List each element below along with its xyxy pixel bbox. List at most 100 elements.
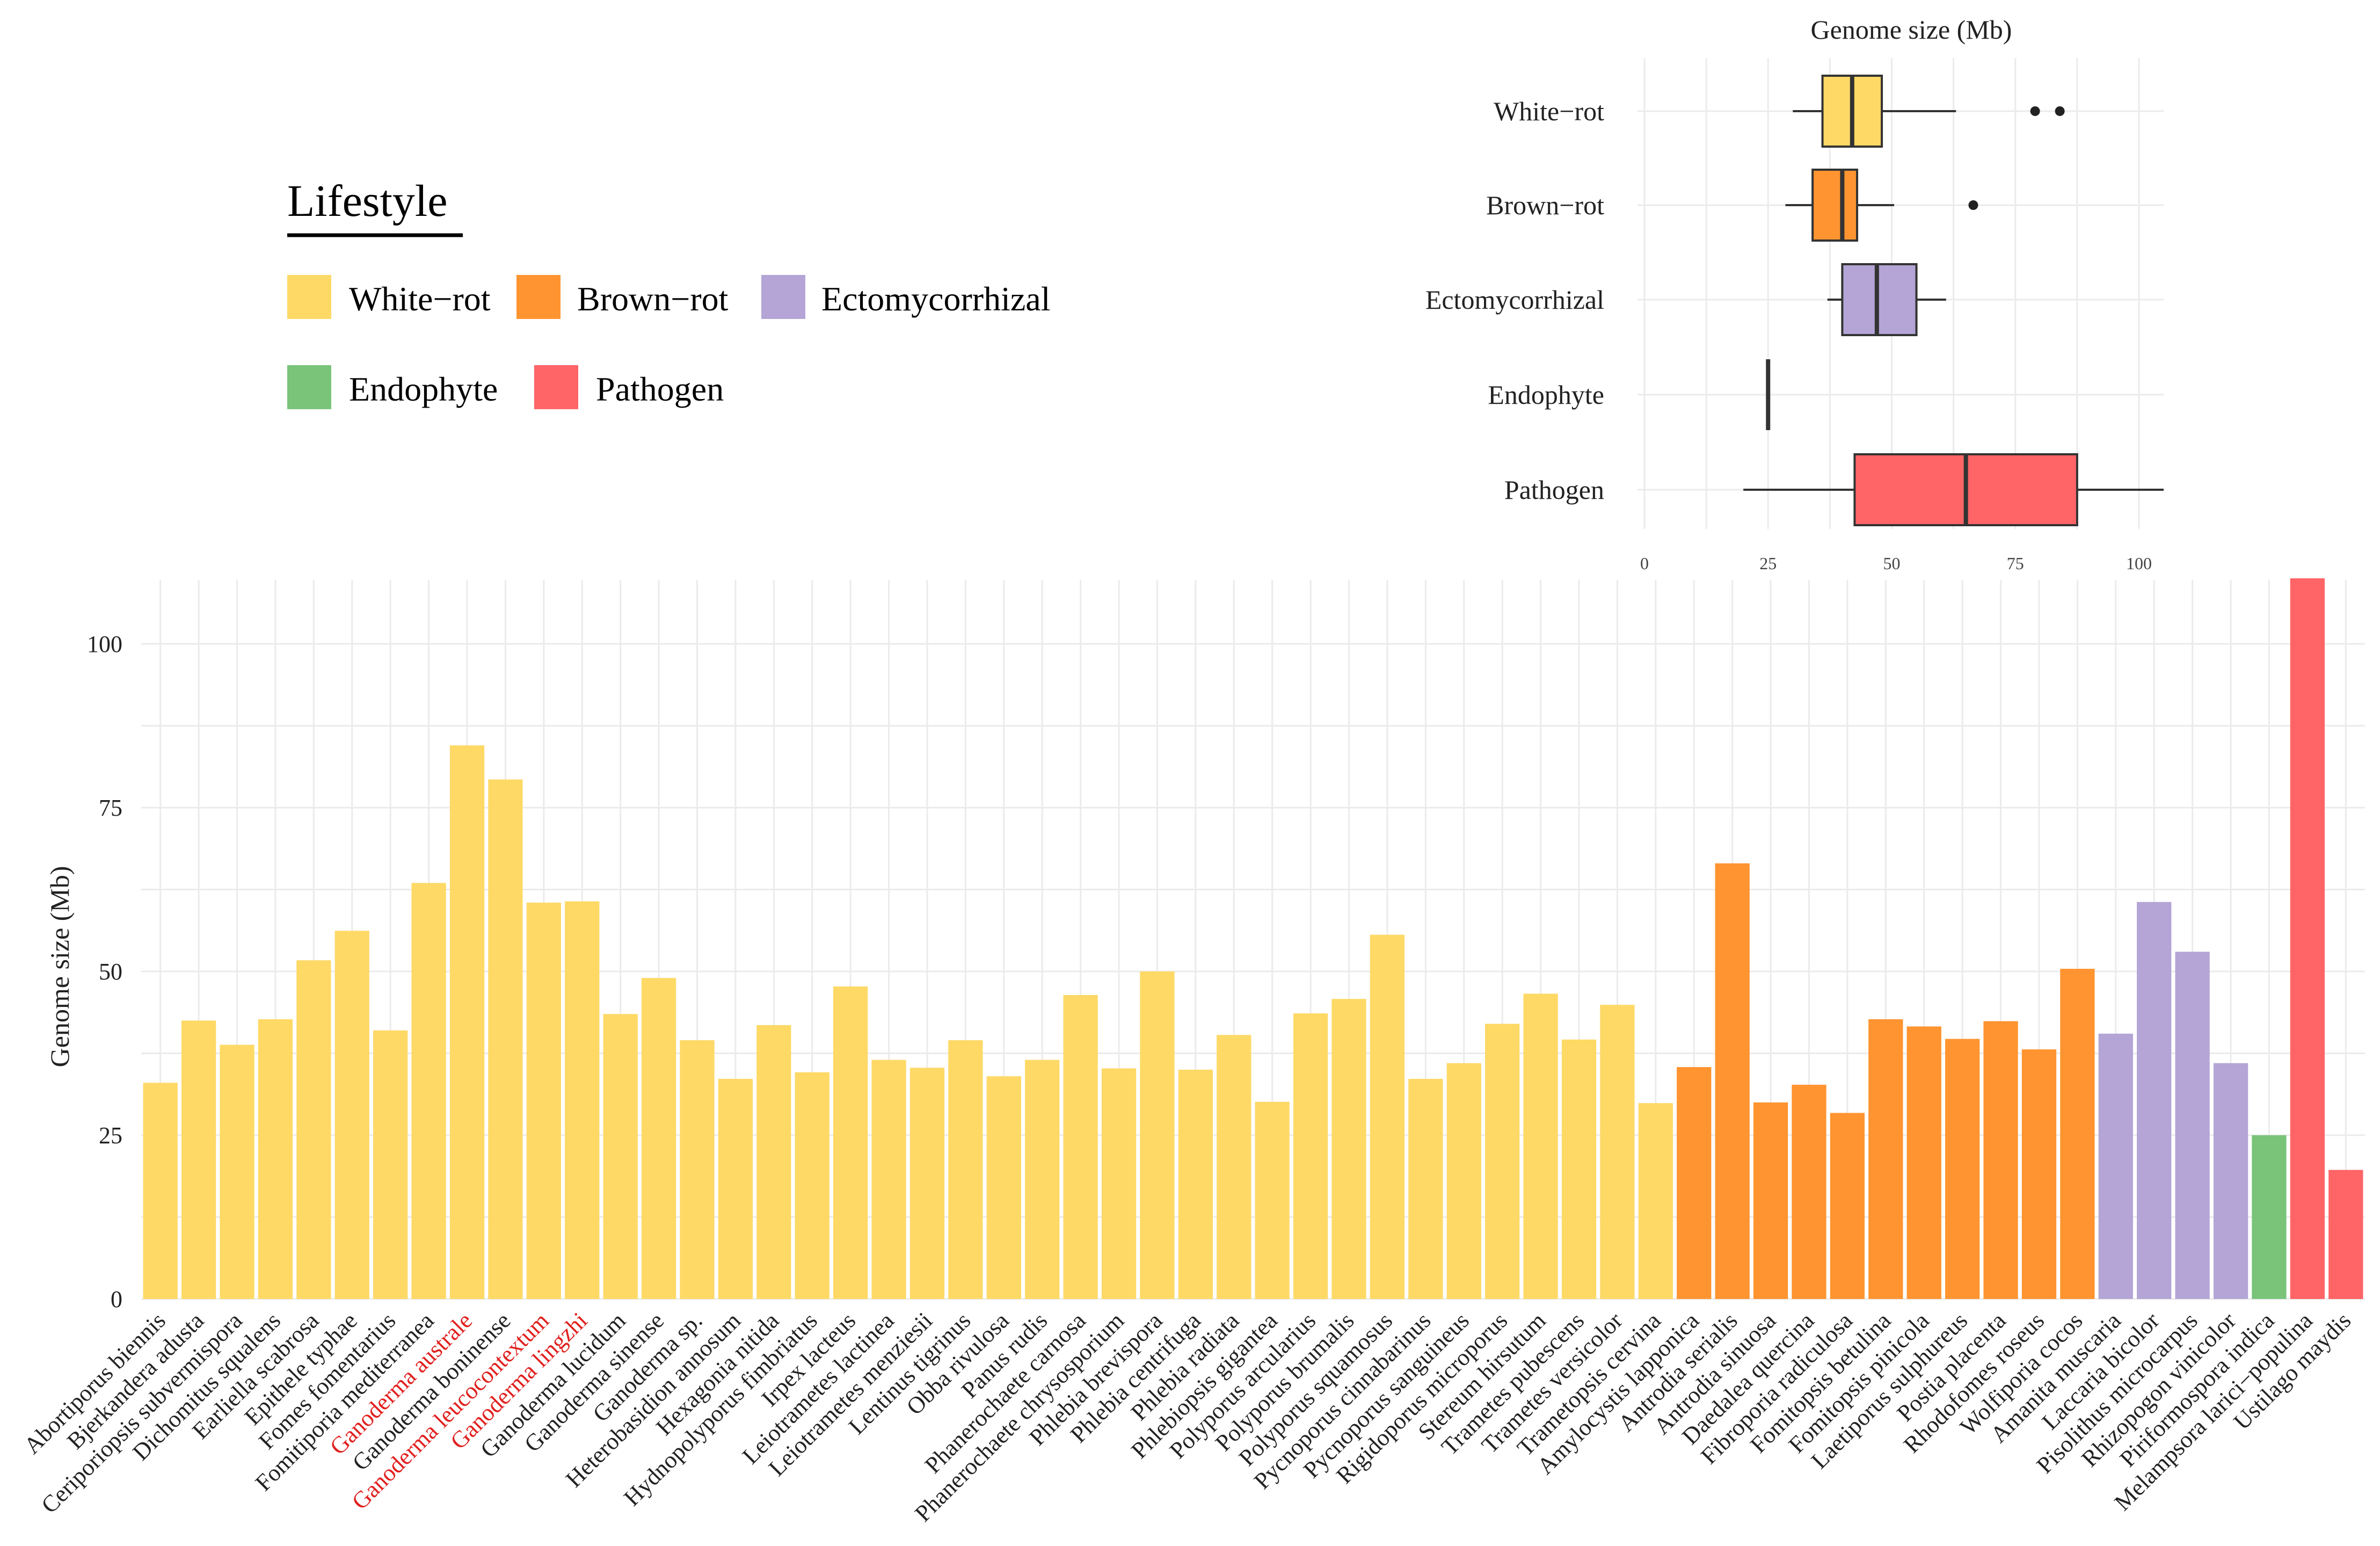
bar-fomitopsis-betulina bbox=[1868, 1019, 1903, 1299]
bar-earliella-scabrosa bbox=[296, 960, 331, 1299]
boxplot-box-brown-rot bbox=[1785, 169, 1978, 242]
boxplot-panel: Genome size (Mb) White−rot Brown−rot Ectom… bbox=[1425, 14, 2164, 573]
boxplot-x-ticks: 0 25 50 75 100 bbox=[1640, 554, 2152, 573]
boxplot-box-white-rot bbox=[1793, 75, 2065, 148]
bar-trametes-versicolor bbox=[1600, 1005, 1635, 1299]
bar-ganoderma-australe bbox=[449, 745, 485, 1299]
bar-y-tick: 25 bbox=[99, 1122, 122, 1149]
bar-pycnoporus-cinnabarinus bbox=[1408, 1079, 1443, 1299]
legend-swatch-pathogen bbox=[534, 365, 578, 409]
legend-swatch-brown-rot bbox=[516, 275, 561, 319]
boxplot-category-white-rot: White−rot bbox=[1494, 96, 1604, 126]
boxplot-box-ectomycorrhizal bbox=[1827, 263, 1946, 336]
bar-leiotrametes-menziesii bbox=[909, 1068, 945, 1299]
bar-hexagonia-nitida bbox=[756, 1025, 791, 1299]
bar-trametes-pubescens bbox=[1561, 1039, 1597, 1299]
boxplot-category-endophyte: Endophyte bbox=[1488, 380, 1604, 410]
bar-chart-bars bbox=[143, 578, 2363, 1299]
boxplot-outlier bbox=[2030, 106, 2040, 116]
boxplot-category-labels: White−rot Brown−rot Ectomycorrhizal Endophy… bbox=[1425, 96, 1604, 505]
bar-obba-rivulosa bbox=[986, 1076, 1021, 1299]
boxplot-x-tick: 75 bbox=[2007, 554, 2024, 573]
bar-ganoderma-lingzhi bbox=[565, 901, 600, 1299]
bar-phlebia-centrifuga bbox=[1178, 1070, 1213, 1299]
boxplot-category-brown-rot: Brown−rot bbox=[1486, 190, 1604, 220]
boxplot-x-tick: 25 bbox=[1759, 554, 1777, 573]
bar-phanerochaete-chrysosporium bbox=[1101, 1068, 1137, 1299]
bar-antrodia-sinuosa bbox=[1753, 1102, 1788, 1299]
bar-pycnoporus-sanguineus bbox=[1446, 1063, 1481, 1299]
legend-label-endophyte: Endophyte bbox=[349, 370, 498, 408]
legend-label-ectomycorrhizal: Ectomycorrhizal bbox=[821, 280, 1050, 318]
bar-lentinus-tigrinus bbox=[948, 1040, 983, 1299]
bar-ganoderma-leucocontextum bbox=[526, 902, 561, 1299]
boxplot-title: Genome size (Mb) bbox=[1811, 14, 2012, 45]
bar-panus-rudis bbox=[1025, 1059, 1060, 1299]
bar-stereum-hirsutum bbox=[1523, 993, 1558, 1299]
bar-ceriporiopsis-subvermispora bbox=[220, 1044, 254, 1299]
bar-bjerkandera-adusta bbox=[181, 1020, 216, 1299]
bar-abortiporus-biennis bbox=[143, 1083, 178, 1299]
bar-rigidoporus-microporus bbox=[1485, 1024, 1520, 1299]
bar-leiotrametes-lactinea bbox=[871, 1059, 906, 1299]
bar-pisolithus-microcarpus bbox=[2175, 952, 2210, 1299]
bar-y-tick: 75 bbox=[99, 795, 122, 821]
bar-rhodofomes-roseus bbox=[2021, 1049, 2057, 1299]
bar-epithele-typhae bbox=[334, 931, 369, 1299]
bar-laetiporus-sulphureus bbox=[1945, 1039, 1980, 1299]
bar-laccaria-bicolor bbox=[2137, 902, 2172, 1299]
legend-label-pathogen: Pathogen bbox=[596, 370, 724, 408]
boxplot-iqr-box bbox=[1811, 169, 1859, 242]
bar-phlebia-radiata bbox=[1217, 1035, 1251, 1299]
bar-irpex-lacteus bbox=[833, 986, 868, 1299]
bar-phlebia-brevispora bbox=[1140, 971, 1175, 1299]
bar-amylocystis-lapponica bbox=[1677, 1067, 1712, 1299]
bar-amanita-muscaria bbox=[2098, 1033, 2133, 1299]
boxplot-x-tick: 0 bbox=[1640, 554, 1649, 573]
bar-y-tick: 100 bbox=[87, 631, 122, 657]
boxplot-box-pathogen bbox=[1743, 453, 2164, 526]
bar-trametopsis-cervina bbox=[1638, 1103, 1673, 1299]
legend-label-white-rot: White−rot bbox=[349, 280, 491, 318]
bar-phlebiopsis-gigantea bbox=[1255, 1101, 1290, 1299]
bar-y-tick: 50 bbox=[99, 959, 122, 985]
bar-daedalea-quercina bbox=[1792, 1085, 1826, 1299]
bar-fomitopsis-pinicola bbox=[1906, 1026, 1941, 1299]
bar-rhizopogon-vinicolor bbox=[2213, 1063, 2248, 1299]
bar-phanerochaete-carnosa bbox=[1063, 995, 1098, 1299]
legend-label-brown-rot: Brown−rot bbox=[577, 280, 729, 318]
bar-dichomitus-squalens bbox=[258, 1019, 293, 1299]
bar-antrodia-serialis bbox=[1715, 863, 1750, 1299]
bar-heterobasidion-annosum bbox=[718, 1079, 753, 1299]
bar-chart-panel: 0 25 50 75 100 Genome size (Mb) Abortiporus … bbox=[19, 578, 2365, 1527]
bar-polyporus-brumalis bbox=[1331, 999, 1366, 1299]
bar-melampsora-larici-populina bbox=[2290, 578, 2325, 1299]
boxplot-x-tick: 50 bbox=[1883, 554, 1901, 573]
bar-y-tick: 0 bbox=[111, 1286, 122, 1312]
bar-fibroporia-radiculosa bbox=[1830, 1113, 1865, 1299]
boxplot-outlier bbox=[2055, 106, 2065, 116]
bar-wolfiporia-cocos bbox=[2060, 969, 2095, 1299]
bar-ustilago-maydis bbox=[2328, 1170, 2363, 1299]
legend-title: Lifestyle bbox=[287, 176, 448, 226]
legend: Lifestyle White−rot Brown−rot Ectomycorr… bbox=[287, 176, 1050, 409]
legend-swatch-white-rot bbox=[287, 275, 331, 319]
bar-hydnopolyporus-fimbriatus bbox=[795, 1072, 829, 1299]
bar-postia-placenta bbox=[1983, 1021, 2018, 1299]
bar-fomes-fomentarius bbox=[373, 1030, 408, 1299]
boxplot-x-tick: 100 bbox=[2126, 554, 2152, 573]
bar-fomitiporia-mediterranea bbox=[411, 883, 446, 1299]
legend-swatch-ectomycorrhizal bbox=[761, 275, 805, 319]
bar-polyporus-arcularius bbox=[1293, 1013, 1328, 1299]
bar-ganoderma-sp bbox=[680, 1040, 715, 1299]
bar-ganoderma-boninense bbox=[488, 779, 523, 1299]
bar-ganoderma-lucidum bbox=[603, 1014, 638, 1299]
boxplot-category-pathogen: Pathogen bbox=[1504, 475, 1604, 505]
boxplot-iqr-box bbox=[1841, 263, 1918, 336]
bar-chart-y-label: Genome size (Mb) bbox=[45, 866, 75, 1068]
boxplot-marks bbox=[1743, 75, 2164, 526]
bar-piriformospora-indica bbox=[2252, 1135, 2287, 1299]
boxplot-category-ectomycorrhizal: Ectomycorrhizal bbox=[1425, 285, 1604, 315]
